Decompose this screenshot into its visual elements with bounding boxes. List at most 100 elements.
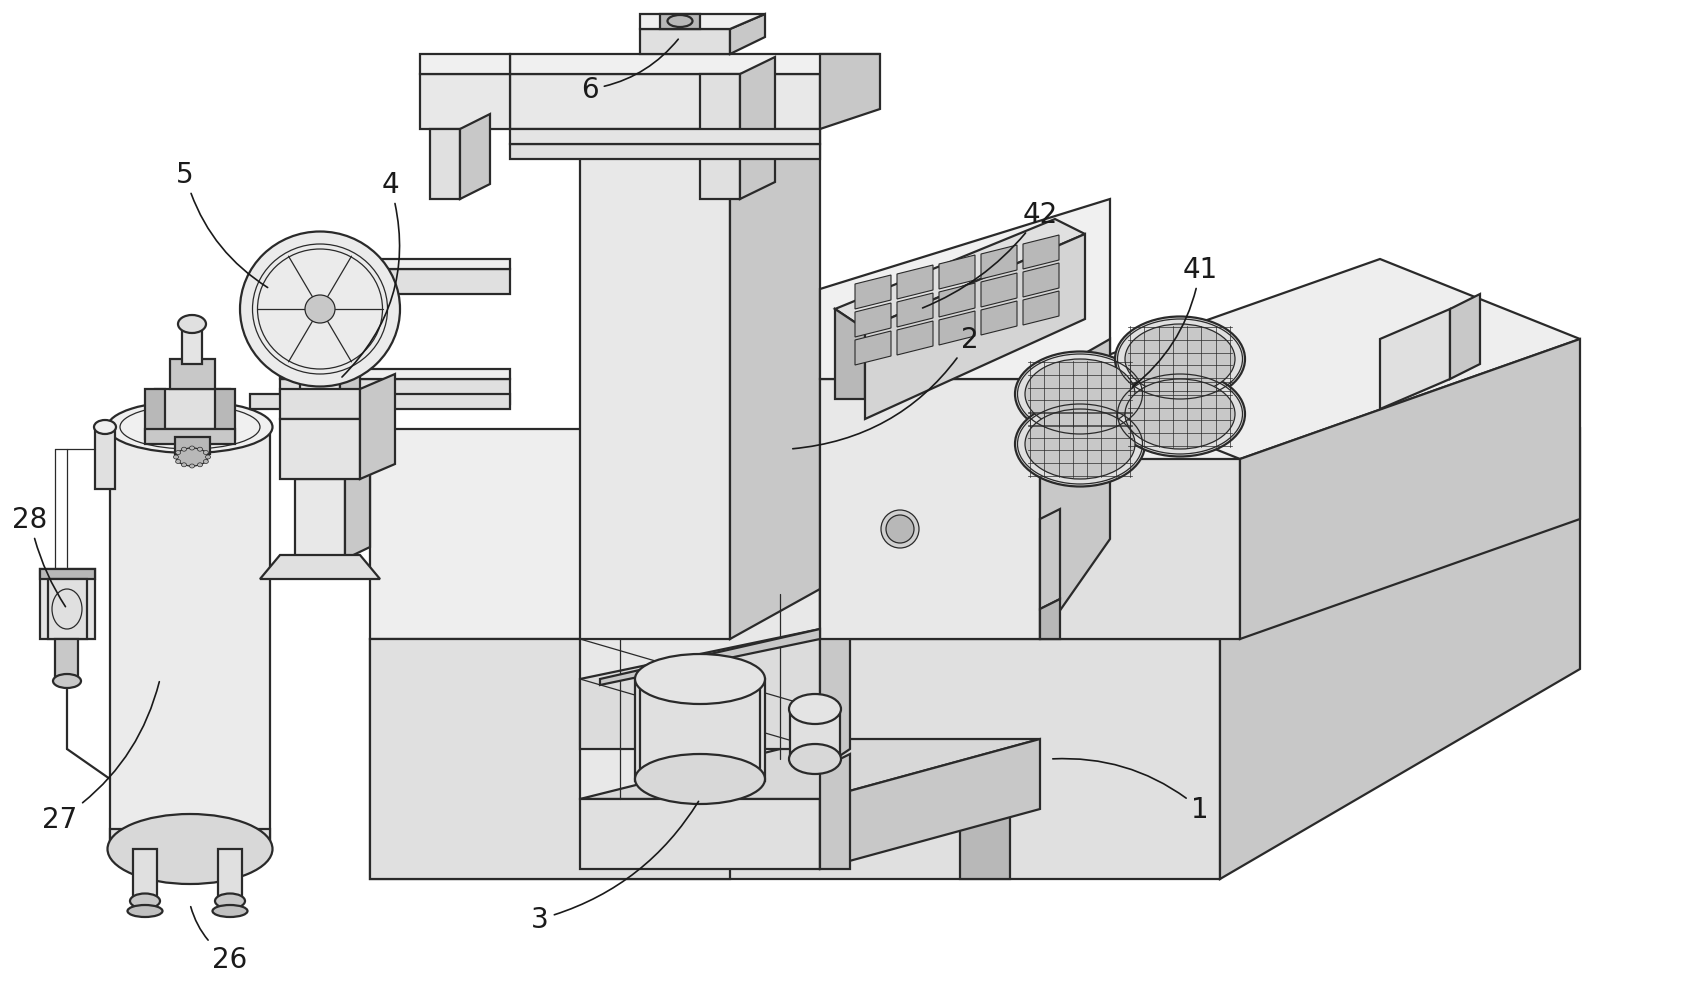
- Ellipse shape: [1024, 409, 1135, 479]
- Polygon shape: [340, 250, 360, 409]
- Polygon shape: [580, 629, 819, 749]
- Polygon shape: [145, 429, 236, 444]
- Ellipse shape: [176, 448, 208, 466]
- Ellipse shape: [215, 894, 246, 909]
- Polygon shape: [133, 850, 157, 899]
- Polygon shape: [1239, 340, 1581, 639]
- Polygon shape: [1379, 310, 1449, 409]
- Ellipse shape: [1016, 402, 1145, 487]
- Ellipse shape: [1115, 372, 1244, 457]
- Polygon shape: [300, 260, 340, 409]
- Polygon shape: [109, 829, 270, 855]
- Polygon shape: [176, 437, 210, 454]
- Polygon shape: [96, 429, 114, 489]
- Ellipse shape: [1024, 360, 1135, 429]
- Polygon shape: [218, 850, 242, 899]
- Text: 1: 1: [1053, 759, 1209, 823]
- Polygon shape: [370, 429, 731, 639]
- Polygon shape: [580, 739, 1040, 799]
- Ellipse shape: [203, 460, 208, 464]
- Polygon shape: [145, 389, 166, 439]
- Polygon shape: [819, 575, 850, 769]
- Ellipse shape: [198, 447, 203, 451]
- Ellipse shape: [176, 460, 181, 464]
- Polygon shape: [510, 129, 819, 144]
- Polygon shape: [731, 75, 819, 639]
- Ellipse shape: [635, 754, 765, 804]
- Text: 3: 3: [531, 801, 698, 933]
- Polygon shape: [939, 284, 975, 318]
- Ellipse shape: [176, 451, 181, 455]
- Polygon shape: [249, 394, 510, 409]
- Text: 42: 42: [922, 201, 1058, 309]
- Polygon shape: [855, 332, 891, 366]
- Polygon shape: [580, 120, 731, 639]
- Polygon shape: [370, 639, 1221, 879]
- Polygon shape: [819, 739, 1040, 870]
- Text: 41: 41: [1132, 256, 1217, 388]
- Polygon shape: [896, 294, 934, 328]
- Polygon shape: [790, 709, 840, 759]
- Ellipse shape: [94, 420, 116, 434]
- Ellipse shape: [108, 401, 273, 453]
- Text: 6: 6: [580, 40, 678, 104]
- Ellipse shape: [53, 674, 80, 688]
- Text: 28: 28: [12, 506, 65, 607]
- Polygon shape: [39, 570, 96, 639]
- Polygon shape: [1022, 292, 1058, 326]
- Ellipse shape: [203, 451, 208, 455]
- Ellipse shape: [667, 16, 693, 28]
- Polygon shape: [939, 312, 975, 346]
- Polygon shape: [819, 379, 1040, 639]
- Ellipse shape: [306, 296, 335, 324]
- Polygon shape: [741, 58, 775, 200]
- Ellipse shape: [205, 455, 210, 459]
- Polygon shape: [370, 639, 731, 879]
- Polygon shape: [896, 322, 934, 356]
- Polygon shape: [1040, 510, 1060, 610]
- Ellipse shape: [181, 463, 186, 467]
- Polygon shape: [459, 115, 490, 200]
- Polygon shape: [1449, 295, 1480, 379]
- Polygon shape: [855, 304, 891, 338]
- Polygon shape: [1221, 429, 1581, 879]
- Polygon shape: [982, 246, 1017, 280]
- Ellipse shape: [189, 446, 195, 450]
- Ellipse shape: [886, 516, 913, 544]
- Ellipse shape: [108, 814, 273, 884]
- Polygon shape: [280, 389, 360, 419]
- Polygon shape: [109, 429, 270, 850]
- Polygon shape: [360, 375, 394, 479]
- Polygon shape: [1040, 459, 1239, 639]
- Polygon shape: [819, 754, 850, 870]
- Polygon shape: [183, 328, 201, 365]
- Ellipse shape: [130, 894, 160, 909]
- Polygon shape: [819, 55, 881, 129]
- Ellipse shape: [1125, 379, 1234, 449]
- Polygon shape: [280, 419, 360, 479]
- Polygon shape: [1040, 340, 1110, 639]
- Polygon shape: [510, 55, 881, 75]
- Polygon shape: [259, 556, 381, 580]
- Polygon shape: [1040, 260, 1581, 459]
- Polygon shape: [640, 679, 760, 779]
- Polygon shape: [580, 799, 819, 870]
- Polygon shape: [295, 479, 345, 560]
- Polygon shape: [580, 75, 819, 120]
- Polygon shape: [661, 15, 700, 30]
- Ellipse shape: [212, 905, 248, 917]
- Polygon shape: [896, 266, 934, 300]
- Ellipse shape: [189, 464, 195, 468]
- Ellipse shape: [51, 590, 82, 629]
- Polygon shape: [280, 260, 510, 270]
- Ellipse shape: [1016, 352, 1145, 437]
- Ellipse shape: [1115, 317, 1244, 402]
- Polygon shape: [939, 256, 975, 290]
- Text: 4: 4: [341, 171, 399, 378]
- Polygon shape: [640, 15, 765, 30]
- Polygon shape: [420, 75, 510, 129]
- Polygon shape: [580, 590, 819, 799]
- Ellipse shape: [241, 233, 399, 387]
- Polygon shape: [171, 360, 215, 389]
- Polygon shape: [819, 200, 1110, 379]
